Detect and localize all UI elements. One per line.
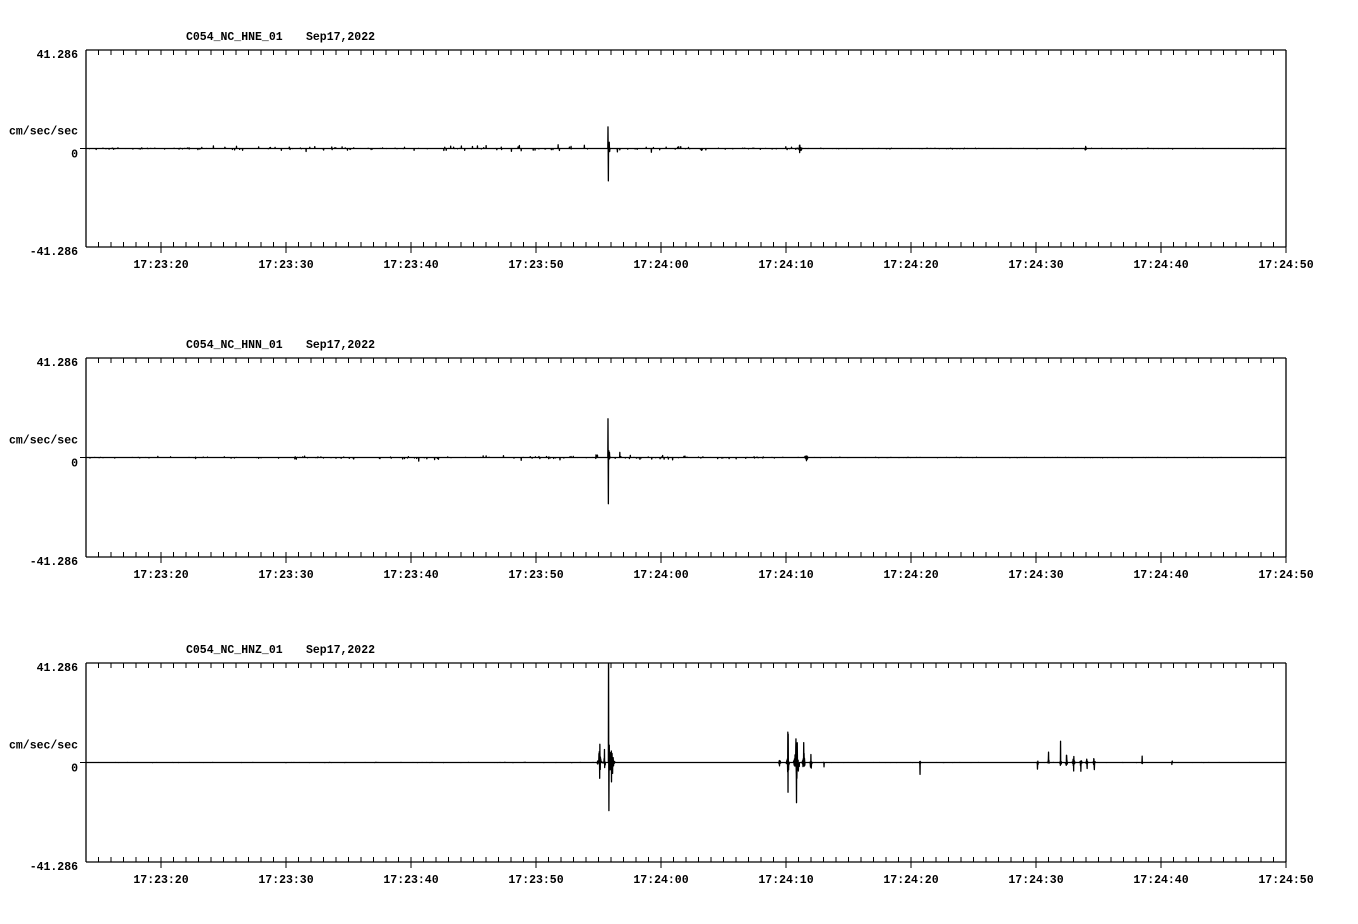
svg-text:17:24:10: 17:24:10 (758, 259, 813, 272)
svg-text:17:24:10: 17:24:10 (758, 874, 813, 887)
svg-text:Sep17,2022: Sep17,2022 (306, 339, 375, 352)
svg-text:17:23:30: 17:23:30 (258, 259, 313, 272)
svg-text:17:24:30: 17:24:30 (1008, 874, 1063, 887)
svg-text:17:24:40: 17:24:40 (1133, 569, 1188, 582)
svg-text:41.286: 41.286 (37, 49, 79, 62)
svg-text:0: 0 (71, 149, 78, 162)
svg-text:17:24:30: 17:24:30 (1008, 569, 1063, 582)
svg-text:17:24:30: 17:24:30 (1008, 259, 1063, 272)
svg-text:0: 0 (71, 763, 78, 776)
svg-text:17:23:20: 17:23:20 (133, 569, 188, 582)
svg-text:17:23:20: 17:23:20 (133, 259, 188, 272)
svg-text:17:24:20: 17:24:20 (883, 569, 938, 582)
svg-text:17:24:00: 17:24:00 (633, 874, 688, 887)
svg-text:Sep17,2022: Sep17,2022 (306, 644, 375, 657)
svg-text:-41.286: -41.286 (30, 861, 78, 874)
svg-text:Sep17,2022: Sep17,2022 (306, 31, 375, 44)
svg-text:cm/sec/sec: cm/sec/sec (9, 126, 78, 139)
svg-text:17:24:10: 17:24:10 (758, 569, 813, 582)
svg-text:17:23:50: 17:23:50 (508, 569, 563, 582)
svg-text:17:24:00: 17:24:00 (633, 569, 688, 582)
svg-text:17:24:50: 17:24:50 (1258, 874, 1313, 887)
svg-text:17:24:20: 17:24:20 (883, 874, 938, 887)
svg-text:17:24:50: 17:24:50 (1258, 569, 1313, 582)
svg-text:cm/sec/sec: cm/sec/sec (9, 435, 78, 448)
svg-text:17:24:40: 17:24:40 (1133, 259, 1188, 272)
svg-text:17:23:20: 17:23:20 (133, 874, 188, 887)
svg-text:17:23:30: 17:23:30 (258, 874, 313, 887)
svg-text:C054_NC_HNE_01: C054_NC_HNE_01 (186, 31, 283, 44)
svg-text:0: 0 (71, 458, 78, 471)
svg-text:17:24:50: 17:24:50 (1258, 259, 1313, 272)
svg-text:17:24:00: 17:24:00 (633, 259, 688, 272)
svg-text:17:23:30: 17:23:30 (258, 569, 313, 582)
svg-text:-41.286: -41.286 (30, 246, 78, 259)
svg-text:17:24:20: 17:24:20 (883, 259, 938, 272)
svg-text:17:24:40: 17:24:40 (1133, 874, 1188, 887)
svg-text:41.286: 41.286 (37, 662, 79, 675)
svg-text:17:23:40: 17:23:40 (383, 259, 438, 272)
svg-text:cm/sec/sec: cm/sec/sec (9, 740, 78, 753)
svg-text:41.286: 41.286 (37, 357, 79, 370)
svg-text:C054_NC_HNN_01: C054_NC_HNN_01 (186, 339, 283, 352)
svg-text:17:23:50: 17:23:50 (508, 874, 563, 887)
svg-text:17:23:40: 17:23:40 (383, 569, 438, 582)
svg-text:17:23:50: 17:23:50 (508, 259, 563, 272)
svg-text:17:23:40: 17:23:40 (383, 874, 438, 887)
svg-text:C054_NC_HNZ_01: C054_NC_HNZ_01 (186, 644, 283, 657)
svg-text:-41.286: -41.286 (30, 556, 78, 569)
